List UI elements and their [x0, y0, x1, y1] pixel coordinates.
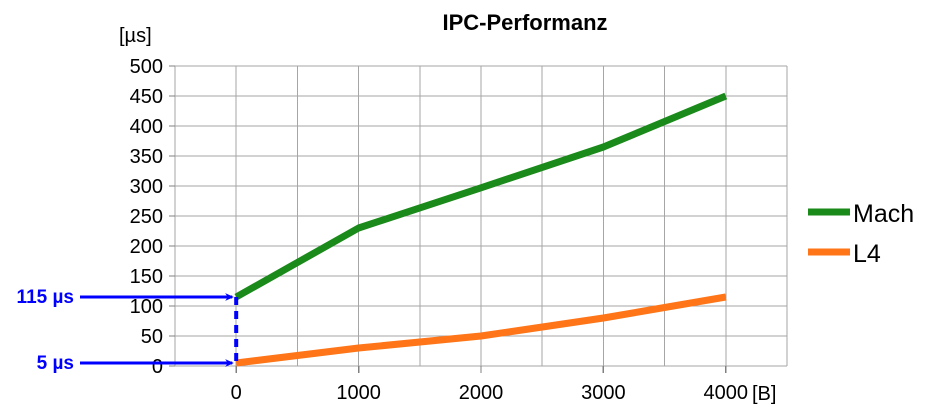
y-axis-tick-label: 450	[130, 86, 163, 108]
y-axis-tick-label: 100	[130, 296, 163, 318]
axis-tickmarks	[169, 65, 727, 373]
series-line-l4	[235, 293, 727, 367]
y-axis-tick-label: 350	[130, 146, 163, 168]
chart-title: IPC-Performanz	[442, 10, 607, 35]
legend-label-mach: Mach	[853, 200, 914, 228]
x-axis-tick-label: 4000	[704, 382, 749, 404]
annotation-label-lower: 5 µs	[37, 353, 74, 374]
y-axis-unit-label: [µs]	[119, 25, 152, 47]
y-axis-tick-label: 500	[130, 56, 163, 78]
legend-label-l4: L4	[853, 240, 881, 268]
x-axis-tick-label: 2000	[459, 382, 504, 404]
y-axis-tick-label: 250	[130, 206, 163, 228]
annotation-group: 115 µs 5 µs	[17, 287, 239, 374]
chart-legend: Mach L4	[808, 200, 914, 268]
y-axis-tick-label: 200	[130, 236, 163, 258]
annotation-label-upper: 115 µs	[17, 287, 74, 308]
y-axis-tick-label: 400	[130, 116, 163, 138]
plot-gridlines	[174, 65, 788, 367]
series-line-mach	[234, 92, 728, 301]
x-axis-unit-label: [B]	[752, 383, 776, 405]
x-axis-tick-labels: 0 1000 2000 3000 4000	[231, 382, 748, 404]
x-axis-tick-label: 1000	[336, 382, 381, 404]
x-axis-tick-label: 0	[231, 382, 242, 404]
data-series-group	[234, 92, 728, 367]
y-axis-tick-label: 150	[130, 266, 163, 288]
y-axis-tick-label: 300	[130, 176, 163, 198]
x-axis-tick-label: 3000	[581, 382, 626, 404]
y-axis-tick-label: 0	[152, 356, 163, 378]
y-axis-tick-label: 50	[141, 326, 163, 348]
